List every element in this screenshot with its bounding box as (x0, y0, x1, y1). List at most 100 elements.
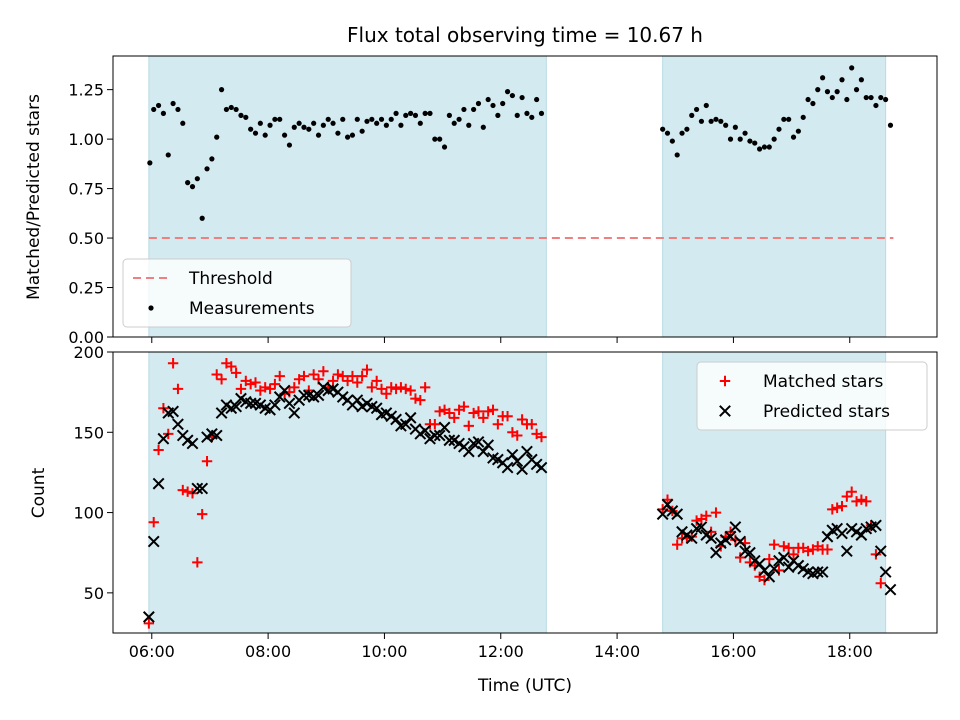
measurement-point (422, 110, 428, 116)
legend-box (122, 258, 352, 328)
measurement-point (204, 166, 210, 172)
matched-point (410, 393, 421, 404)
y-tick-label: 150 (73, 423, 104, 442)
predicted-point (462, 445, 475, 458)
legend-label: Matched stars (763, 372, 883, 392)
y-tick-label: 100 (73, 504, 104, 523)
matched-point (230, 367, 242, 379)
matched-point (802, 545, 814, 557)
predicted-point (763, 570, 776, 583)
measurement-point (388, 116, 394, 122)
measurement-point (660, 126, 666, 132)
measurement-point (795, 128, 801, 134)
matched-point (250, 377, 261, 388)
measurement-point (466, 122, 472, 128)
x-tick-label: 14:00 (594, 642, 640, 661)
measurement-point (771, 136, 777, 142)
matched-point (400, 383, 411, 395)
measurement-point (756, 146, 763, 152)
measurement-point (820, 75, 826, 81)
predicted-point (147, 535, 160, 548)
matched-point (473, 406, 484, 417)
measurement-point (262, 132, 268, 138)
x-axis-label: Time (UTC) (477, 676, 572, 696)
matched-point (759, 574, 770, 586)
predicted-point (661, 498, 674, 511)
measurement-point (296, 120, 302, 126)
matched-point (216, 374, 227, 385)
matched-point (429, 419, 441, 430)
predicted-point (724, 530, 737, 543)
measurement-point (311, 120, 317, 126)
y-tick-label: 1.25 (68, 81, 104, 100)
measurement-point (752, 140, 758, 146)
measurement-point (335, 130, 341, 136)
measurement-point (359, 128, 365, 134)
measurement-point (301, 124, 307, 130)
measurement-point (878, 94, 884, 101)
predicted-point (230, 400, 243, 413)
measurement-point (868, 94, 874, 101)
matched-point (405, 385, 416, 396)
measurement-point (776, 126, 782, 132)
predicted-point (438, 421, 451, 434)
measurement-point (281, 132, 288, 138)
measurement-point (257, 120, 263, 126)
measurement-point (834, 89, 840, 95)
count-panel-x-ticks: 06:00 08:00 10:00 12:00 14:00 16:00 18:00 (129, 633, 873, 661)
matched-point (846, 486, 857, 497)
matched-point (841, 491, 853, 502)
matched-point (526, 419, 537, 430)
matched-point (861, 496, 872, 507)
ratio-panel: 0.00 0.25 0.50 0.75 1.00 1.25 Matched/Predict… (24, 55, 938, 347)
matched-point (671, 539, 683, 550)
measurement-point (427, 110, 433, 116)
measurement-point (674, 152, 680, 158)
matched-point (269, 378, 281, 390)
matched-point (390, 383, 402, 395)
matched-point (831, 502, 843, 513)
predicted-point (816, 566, 829, 578)
measurement-point (441, 144, 448, 150)
matched-point (366, 382, 378, 393)
matched-point (167, 358, 179, 369)
measurement-point (151, 106, 157, 113)
y-tick-label: 50 (84, 584, 104, 603)
measurement-point (364, 118, 370, 124)
matched-point (458, 401, 470, 412)
measurement-point (742, 130, 748, 136)
matched-point (735, 552, 746, 563)
measurement-point (180, 120, 186, 126)
measurement-point (713, 116, 719, 122)
predicted-point (215, 407, 228, 419)
measurement-point (456, 116, 462, 122)
matched-point (298, 370, 310, 382)
measurement-point (393, 110, 399, 116)
matched-point (691, 515, 702, 526)
measurement-point (185, 180, 191, 186)
matched-point (259, 382, 271, 393)
predicted-point (705, 532, 718, 545)
measurement-point (446, 112, 452, 118)
matched-point (768, 539, 780, 550)
matched-point (245, 378, 256, 390)
legend-marker (719, 405, 731, 417)
measurement-point (412, 112, 419, 118)
ratio-panel-x-ticks (151, 337, 851, 343)
measurement-point (844, 96, 850, 103)
predicted-point (758, 564, 771, 577)
matched-point (381, 388, 392, 399)
count-panel: 50 100 150 200 06:00 08:00 10:00 12:00 14:00 16:… (29, 343, 938, 661)
matched-point (356, 370, 368, 382)
predicted-point (535, 461, 548, 474)
measurement-point (490, 102, 496, 109)
legend-marker (719, 375, 731, 387)
measurement-point (732, 124, 738, 130)
measurement-point (194, 176, 200, 182)
chart-title: Flux total observing time = 10.67 h (347, 23, 703, 47)
legend-label: Predicted stars (763, 402, 890, 422)
x-tick-label: 18:00 (827, 642, 873, 661)
matched-point (449, 412, 460, 424)
matched-point (482, 406, 494, 417)
